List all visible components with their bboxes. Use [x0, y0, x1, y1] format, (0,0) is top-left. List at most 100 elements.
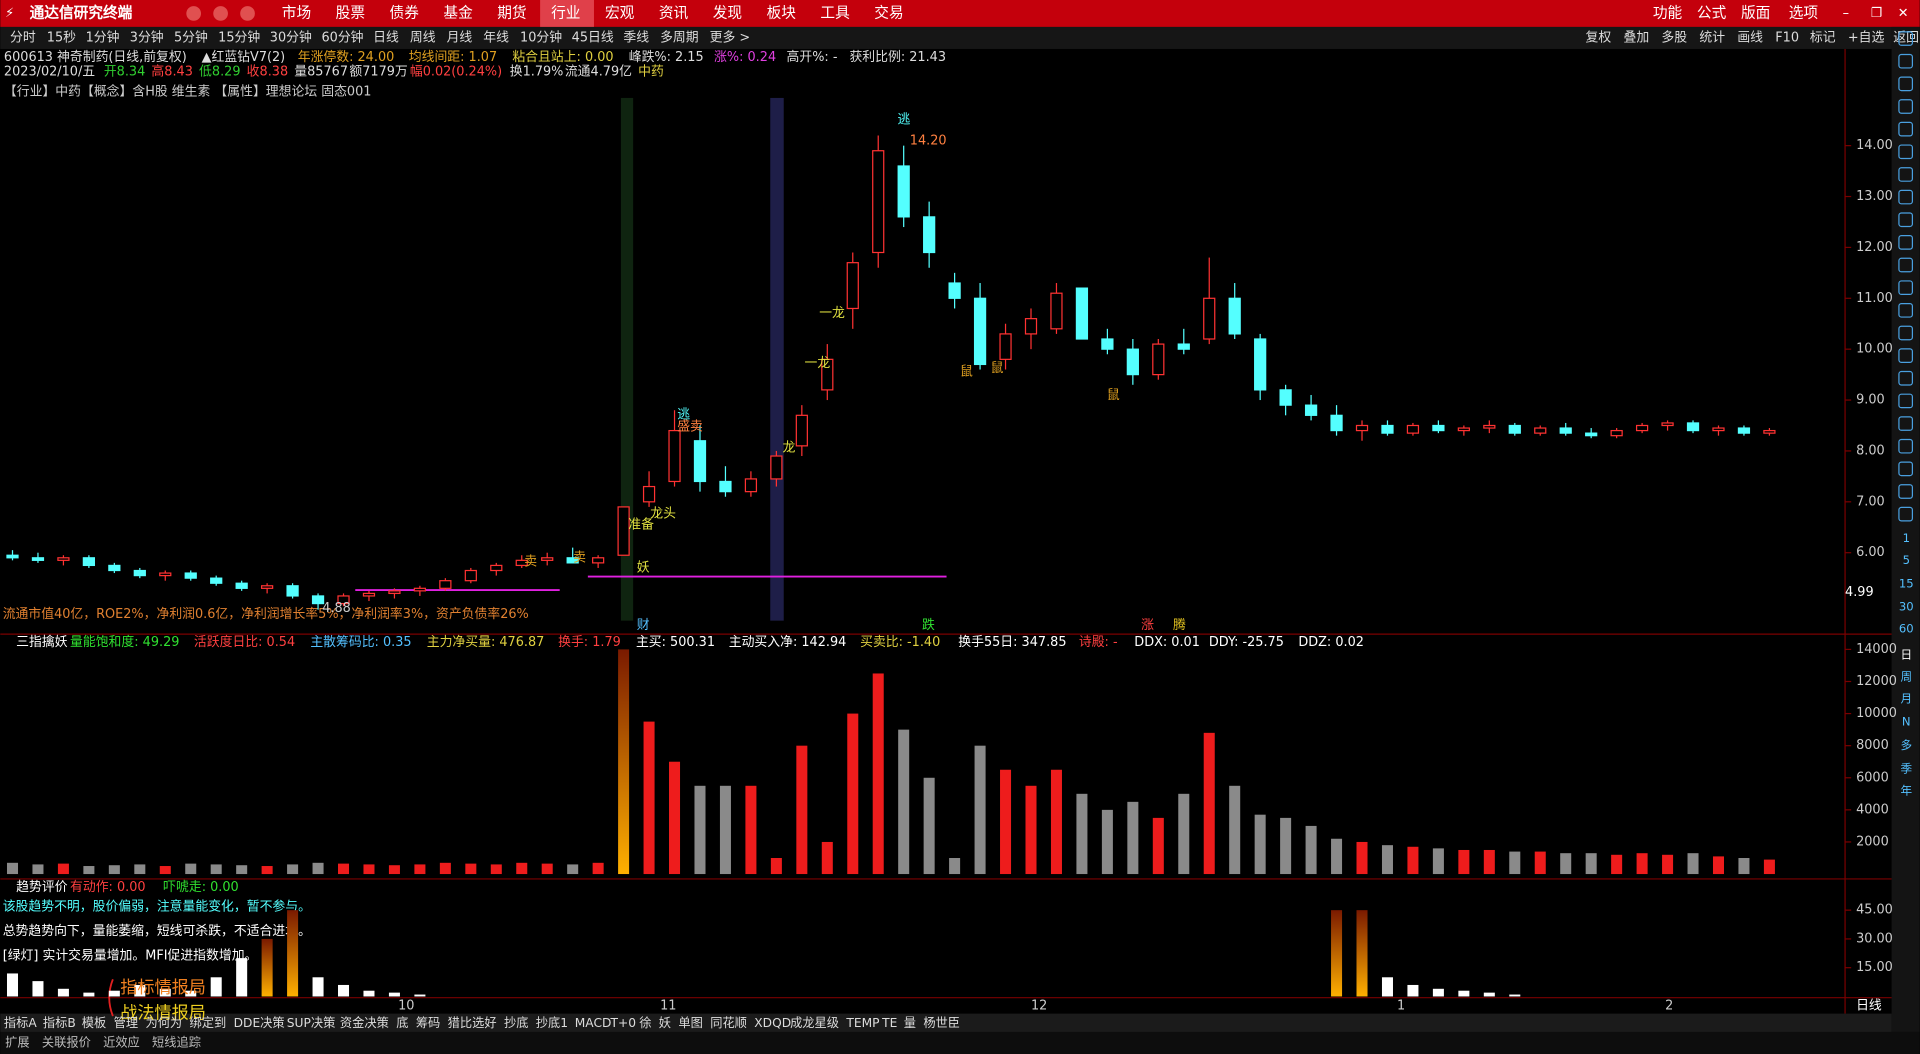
- period-button[interactable]: 周线: [410, 30, 436, 45]
- sidebar-icon[interactable]: [1898, 348, 1914, 363]
- period-button[interactable]: 45日线: [572, 30, 614, 45]
- menu-item[interactable]: 股票: [336, 4, 365, 21]
- period-button[interactable]: 多周期: [660, 30, 699, 45]
- indicator-tab[interactable]: 资金决策: [340, 1015, 389, 1030]
- indicator-tab[interactable]: 指标B: [43, 1015, 76, 1030]
- tool-button[interactable]: 叠加: [1623, 30, 1649, 45]
- indicator-tab[interactable]: 同花顺: [710, 1015, 747, 1030]
- period-button[interactable]: 1分钟: [86, 29, 120, 45]
- sidebar-period[interactable]: 日: [1900, 647, 1912, 661]
- sidebar-icon[interactable]: [1898, 167, 1914, 182]
- sidebar-period[interactable]: 30: [1899, 600, 1914, 614]
- tool-button[interactable]: 多股: [1661, 30, 1687, 45]
- tool-button[interactable]: 统计: [1699, 30, 1725, 45]
- sidebar-icon[interactable]: [1898, 99, 1914, 114]
- period-indicator[interactable]: 日线: [1856, 999, 1882, 1014]
- indicator-tab[interactable]: 底: [396, 1015, 408, 1030]
- menu-item[interactable]: 资讯: [659, 4, 689, 21]
- period-button[interactable]: 30分钟: [270, 29, 312, 45]
- indicator-tab[interactable]: T+0: [610, 1016, 637, 1030]
- period-button[interactable]: 10分钟: [520, 29, 562, 45]
- forward-button[interactable]: [240, 6, 255, 21]
- period-button[interactable]: 更多 >: [710, 30, 751, 45]
- status-item[interactable]: 扩展: [5, 1035, 29, 1049]
- period-button[interactable]: 5分钟: [174, 29, 208, 45]
- status-item[interactable]: 关联报价: [42, 1034, 91, 1049]
- menu-item[interactable]: 功能: [1653, 4, 1683, 21]
- menu-item[interactable]: 市场: [282, 4, 311, 21]
- indicator-tab[interactable]: 绑定到: [190, 1015, 227, 1030]
- status-item[interactable]: 短线追踪: [152, 1034, 201, 1049]
- indicator-tab[interactable]: 徐: [639, 1015, 651, 1030]
- sidebar-icon[interactable]: [1898, 31, 1914, 46]
- sidebar-icon[interactable]: [1898, 461, 1914, 477]
- indicator-tab[interactable]: 为何为: [145, 1016, 182, 1030]
- menu-item[interactable]: 债券: [390, 4, 420, 21]
- indicator-tab[interactable]: TEMP: [845, 1016, 879, 1030]
- indicator-tab[interactable]: 抄底: [504, 1015, 528, 1030]
- period-button[interactable]: 60分钟: [321, 29, 363, 45]
- indicator-tab[interactable]: 模板: [82, 1016, 106, 1030]
- tool-button[interactable]: 画线: [1737, 30, 1763, 45]
- menu-item[interactable]: 选项: [1789, 4, 1819, 21]
- period-button[interactable]: 季线: [623, 30, 649, 45]
- indicator-tab[interactable]: 指标A: [4, 1015, 37, 1030]
- indicator-tab[interactable]: SUP决策: [287, 1015, 336, 1030]
- indicator-tab[interactable]: 管理: [114, 1015, 138, 1030]
- menu-item[interactable]: 发现: [713, 4, 743, 21]
- sidebar-period[interactable]: 年: [1900, 783, 1912, 797]
- period-button[interactable]: 3分钟: [130, 29, 164, 45]
- sidebar-period[interactable]: 60: [1899, 622, 1914, 636]
- indicator-tab[interactable]: 抄底1: [536, 1015, 568, 1030]
- sidebar-period[interactable]: N: [1902, 715, 1911, 729]
- sidebar-icon[interactable]: [1898, 189, 1914, 205]
- period-button[interactable]: 15分钟: [218, 29, 260, 45]
- sidebar-icon[interactable]: [1898, 280, 1914, 296]
- menu-item[interactable]: 宏观: [605, 4, 635, 21]
- period-button[interactable]: 月线: [447, 30, 473, 45]
- menu-item[interactable]: 交易: [874, 3, 903, 21]
- period-button[interactable]: 分时: [10, 30, 36, 45]
- sidebar-icon[interactable]: [1898, 484, 1914, 499]
- indicator-tab[interactable]: 单图: [678, 1016, 702, 1030]
- menu-item[interactable]: 期货: [497, 4, 526, 21]
- menu-item[interactable]: 版面: [1741, 4, 1770, 21]
- indicator-tab[interactable]: DDE决策: [234, 1015, 285, 1030]
- sidebar-icon[interactable]: [1898, 212, 1914, 228]
- sidebar-icon[interactable]: [1898, 438, 1914, 454]
- sidebar-period[interactable]: 周: [1900, 669, 1912, 683]
- indicator-tab[interactable]: 成龙星级: [790, 1016, 839, 1030]
- sidebar-period[interactable]: 5: [1903, 553, 1910, 567]
- sidebar-icon[interactable]: [1898, 416, 1914, 431]
- tool-button[interactable]: F10: [1775, 30, 1799, 45]
- sidebar-icon[interactable]: [1898, 370, 1914, 386]
- indicator-tab[interactable]: 量: [904, 1016, 916, 1030]
- restore[interactable]: ❐: [1871, 6, 1883, 21]
- tool-button[interactable]: 标记: [1810, 30, 1836, 45]
- close[interactable]: ✕: [1898, 6, 1909, 21]
- sidebar-period[interactable]: 季: [1900, 761, 1912, 775]
- period-button[interactable]: 15秒: [47, 30, 76, 45]
- sidebar-icon[interactable]: [1898, 393, 1914, 409]
- sidebar-period[interactable]: 月: [1900, 691, 1912, 705]
- sidebar-icon[interactable]: [1898, 325, 1914, 341]
- indicator-tab[interactable]: XDQD: [754, 1016, 791, 1030]
- menu-item[interactable]: 公式: [1697, 4, 1727, 21]
- sidebar-icon[interactable]: [1898, 235, 1914, 250]
- period-button[interactable]: 年线: [483, 30, 509, 45]
- sidebar-period[interactable]: 多: [1900, 738, 1912, 752]
- status-item[interactable]: 近效应: [103, 1034, 140, 1049]
- period-button[interactable]: 日线: [373, 30, 399, 45]
- minimize[interactable]: –: [1843, 6, 1849, 21]
- menu-item[interactable]: 基金: [443, 4, 473, 21]
- sidebar-icon[interactable]: [1898, 144, 1914, 160]
- home-button[interactable]: [186, 6, 202, 21]
- back-button[interactable]: [213, 6, 228, 21]
- sidebar-icon[interactable]: [1898, 257, 1914, 273]
- sidebar-icon[interactable]: [1898, 121, 1914, 137]
- indicator-tab[interactable]: 妖: [659, 1016, 671, 1030]
- tool-button[interactable]: 复权: [1586, 29, 1612, 45]
- indicator-tab[interactable]: TE: [881, 1016, 897, 1030]
- sidebar-period[interactable]: 15: [1899, 576, 1914, 590]
- menu-item[interactable]: 板块: [767, 3, 797, 21]
